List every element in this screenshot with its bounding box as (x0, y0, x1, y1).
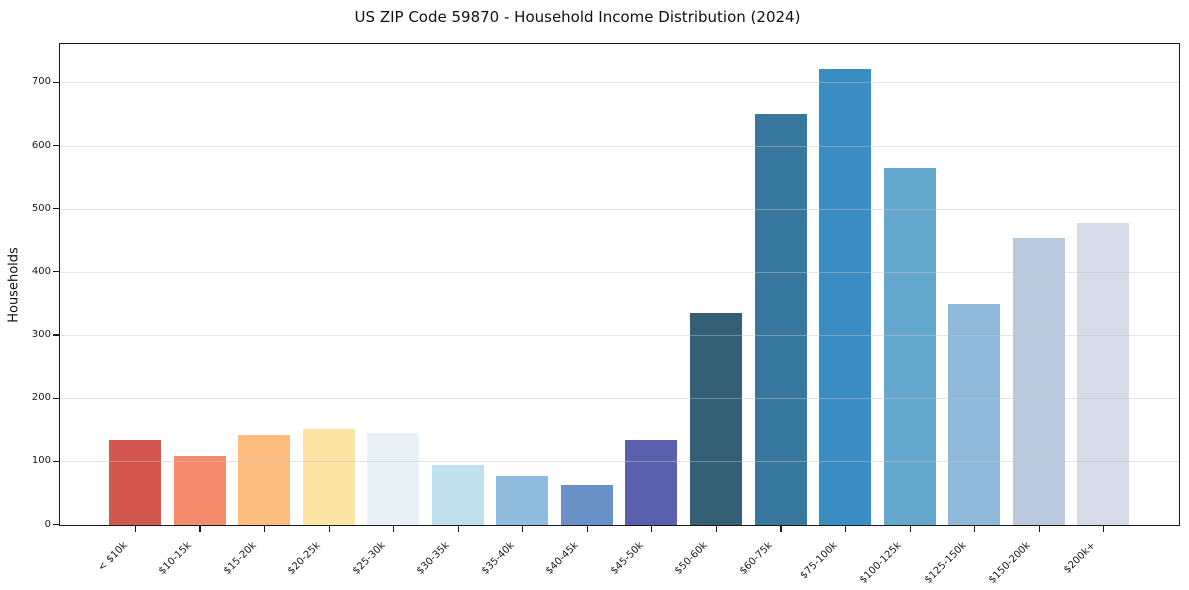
x-tick-mark-1 (199, 526, 201, 532)
bar-10k (109, 439, 161, 525)
y-tick-mark-700 (53, 81, 59, 83)
x-tick-mark-9 (715, 526, 718, 532)
bar-60-75k (754, 113, 807, 525)
x-tick-mark-14 (1038, 526, 1040, 532)
y-tick-label-700: 700 (31, 76, 51, 88)
y-tick-mark-300 (53, 334, 59, 336)
bar-30-35k (431, 465, 484, 525)
y-tick-mark-0 (53, 523, 59, 526)
gridline-y-400 (60, 271, 1179, 273)
x-tick-mark-0 (134, 526, 137, 532)
gridline-y-200 (60, 398, 1179, 400)
y-tick-label-400: 400 (31, 265, 51, 277)
bar-15-20k (238, 434, 291, 525)
y-tick-label-500: 500 (31, 202, 51, 214)
x-tick-mark-13 (974, 526, 976, 532)
x-tick-mark-15 (1103, 526, 1105, 532)
y-axis-title: Households (6, 247, 22, 323)
x-tick-mark-8 (651, 526, 653, 532)
bar-35-40k (496, 475, 549, 525)
bar-10-15k (173, 456, 226, 525)
gridline-y-600 (60, 145, 1179, 147)
bar-40-45k (560, 485, 613, 525)
gridline-y-700 (60, 82, 1179, 84)
y-tick-label-200: 200 (31, 392, 51, 404)
bar-20-25k (302, 429, 355, 525)
x-tick-label-0: < $10k (95, 540, 130, 574)
y-tick-label-300: 300 (31, 329, 51, 341)
x-tick-mark-11 (844, 526, 847, 532)
bar-125-150k (948, 303, 1001, 525)
y-tick-label-600: 600 (31, 139, 51, 151)
y-tick-mark-100 (53, 460, 59, 462)
bar-100-125k (883, 167, 936, 525)
y-tick-mark-600 (53, 144, 59, 147)
bar-75-100k (819, 69, 872, 525)
x-tick-mark-2 (264, 526, 266, 532)
bar-45-50k (625, 440, 678, 525)
y-tick-mark-400 (53, 271, 59, 273)
x-tick-mark-4 (393, 526, 395, 532)
bar-25-30k (367, 433, 420, 525)
x-tick-mark-10 (780, 526, 782, 532)
gridline-y-300 (60, 335, 1179, 337)
bar-50-60k (689, 313, 742, 525)
x-tick-mark-12 (909, 526, 911, 532)
gridline-y-100 (60, 461, 1179, 463)
y-tick-mark-500 (53, 208, 59, 210)
y-tick-label-0: 0 (44, 518, 51, 530)
x-tick-mark-7 (586, 526, 588, 532)
y-tick-mark-200 (53, 397, 59, 399)
x-tick-mark-6 (522, 526, 524, 532)
y-tick-label-100: 100 (31, 455, 51, 467)
x-tick-mark-3 (328, 526, 330, 532)
gridline-y-500 (60, 208, 1179, 210)
chart-title: US ZIP Code 59870 - Household Income Dis… (354, 8, 801, 26)
bar-200k (1077, 223, 1130, 525)
bar-150-200k (1012, 237, 1065, 525)
x-tick-mark-5 (457, 526, 459, 532)
plot-area (59, 43, 1180, 526)
